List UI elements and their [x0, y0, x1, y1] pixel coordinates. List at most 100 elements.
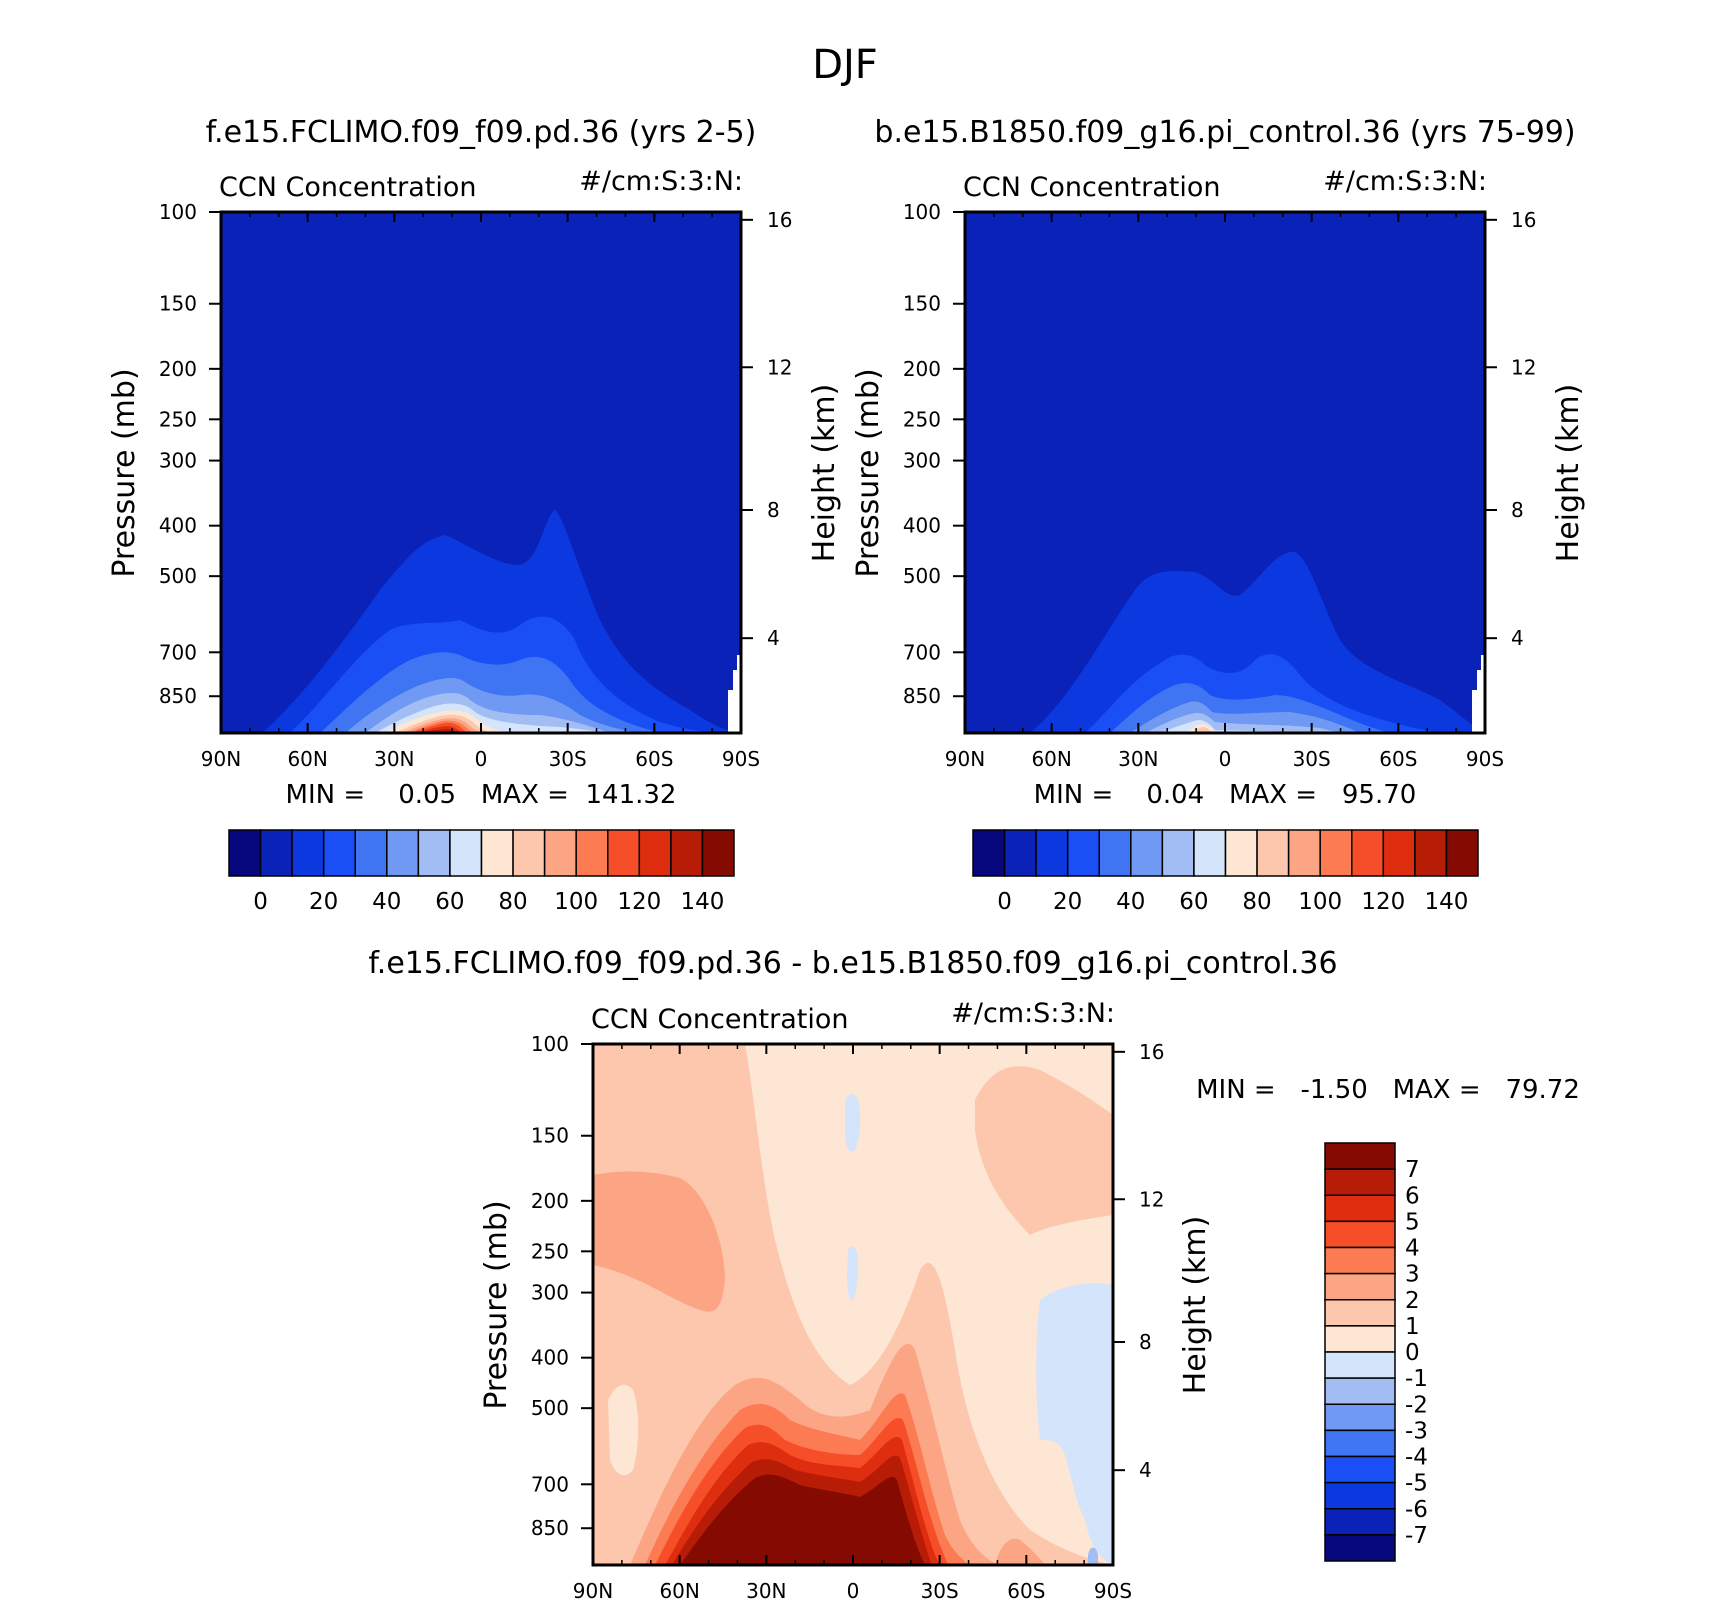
colorbar-swatch — [1324, 1455, 1396, 1484]
y-tick-label: 700 — [531, 1472, 569, 1496]
colorbar-swatch — [1003, 829, 1037, 877]
height-tick-label: 8 — [1139, 1330, 1152, 1354]
colorbar-swatch — [1224, 829, 1258, 877]
y-tick-label: 150 — [159, 292, 197, 316]
colorbar-label: 20 — [309, 889, 338, 915]
colorbar-label: 40 — [1116, 889, 1145, 915]
colorbar-swatch — [480, 829, 514, 877]
y-tick-label: 500 — [531, 1396, 569, 1420]
contour-diff-2c — [995, 1538, 1045, 1565]
colorbar-label: 100 — [554, 889, 598, 915]
x-tick-label: 90N — [201, 747, 241, 771]
y-tick-label: 300 — [159, 449, 197, 473]
panel-diff-minmax: MIN = -1.50 MAX = 79.72 — [1196, 1075, 1580, 1105]
colorbar-label: 3 — [1405, 1262, 1420, 1288]
panel-right-axes: 90N 60N 30N 0 30S 60S 90S 100 150 200 250 300 400 500… — [903, 200, 1537, 771]
colorbar-swatch — [1066, 829, 1100, 877]
colorbar-swatch — [291, 829, 325, 877]
x-tick-label: 0 — [847, 1579, 860, 1601]
x-tick-label: 90S — [1094, 1579, 1132, 1601]
colorbar-label: -6 — [1405, 1497, 1428, 1523]
panel-diff: f.e15.FCLIMO.f09_f09.pd.36 - b.e15.B1850… — [368, 946, 1579, 1601]
colorbar-swatch — [1324, 1534, 1396, 1562]
colorbar-label: -3 — [1405, 1418, 1428, 1444]
y-tick-label: 250 — [903, 407, 941, 431]
colorbar-swatch — [1287, 829, 1321, 877]
height-tick-label: 8 — [767, 498, 780, 522]
colorbar-swatch — [1098, 829, 1132, 877]
colorbar-label: 20 — [1053, 889, 1082, 915]
y-tick-label: 400 — [903, 514, 941, 538]
panel-left-ylabel: Pressure (mb) — [107, 368, 142, 577]
colorbar-swatch — [1324, 1246, 1396, 1275]
panel-left-minmax: MIN = 0.05 MAX = 141.32 — [286, 780, 677, 810]
x-tick-label: 90N — [573, 1579, 613, 1601]
panel-left-title: f.e15.FCLIMO.f09_f09.pd.36 (yrs 2-5) — [206, 115, 757, 150]
y-tick-label: 300 — [531, 1281, 569, 1305]
panel-left-axes: 90N 60N 30N 0 30S 60S 90S 100 150 200 250 300 400 500… — [159, 200, 793, 771]
y-tick-label: 850 — [903, 684, 941, 708]
x-tick-label: 0 — [475, 747, 488, 771]
colorbar-label: 80 — [1242, 889, 1271, 915]
colorbar-swatch — [228, 829, 262, 877]
colorbar-swatch — [1351, 829, 1385, 877]
colorbar-label: 7 — [1405, 1157, 1420, 1183]
panel-diff-ylabel-right: Height (km) — [1178, 1216, 1213, 1395]
colorbar-swatch — [1193, 829, 1227, 877]
x-tick-label: 60N — [1031, 747, 1071, 771]
y-tick-label: 400 — [531, 1346, 569, 1370]
colorbar-label: 100 — [1298, 889, 1342, 915]
contour-diff-neg-4 — [1088, 1547, 1098, 1565]
colorbar-label: 0 — [253, 889, 268, 915]
x-tick-label: 60S — [1379, 747, 1417, 771]
panel-left-field — [221, 212, 741, 733]
colorbar-swatch — [1382, 829, 1416, 877]
colorbar-swatch — [1324, 1429, 1396, 1458]
x-tick-label: 0 — [1219, 747, 1232, 771]
height-tick-label: 16 — [767, 208, 792, 232]
colorbar-label: 4 — [1405, 1236, 1420, 1262]
panel-right-ylabel-right: Height (km) — [1551, 384, 1586, 563]
panel-right-colorbar: 0 20 40 60 80 100 120 140 — [972, 829, 1479, 915]
panel-left-colorbar: 0 20 40 60 80 100 120 140 — [228, 829, 735, 915]
colorbar-swatch — [1324, 1194, 1396, 1223]
x-tick-label: 30N — [746, 1579, 786, 1601]
panel-diff-axes: 90N 60N 30N 0 30S 60S 90S 100 150 200 250 300 400 500… — [531, 1032, 1165, 1601]
colorbar-swatch — [638, 829, 672, 877]
panel-left-ylabel-right: Height (km) — [807, 384, 842, 563]
y-tick-label: 200 — [531, 1189, 569, 1213]
colorbar-label: 60 — [1179, 889, 1208, 915]
y-tick-label: 850 — [159, 684, 197, 708]
y-tick-label: 150 — [903, 292, 941, 316]
colorbar-swatch — [575, 829, 609, 877]
contour-diff-7 — [680, 1474, 925, 1565]
y-tick-label: 250 — [159, 407, 197, 431]
colorbar-label: -5 — [1405, 1471, 1428, 1497]
y-tick-label: 100 — [159, 200, 197, 224]
colorbar-swatch — [1324, 1272, 1396, 1301]
contour-diff-1b — [608, 1384, 639, 1476]
colorbar-label: 60 — [435, 889, 464, 915]
panel-right-ylabel: Pressure (mb) — [851, 368, 886, 577]
height-tick-label: 4 — [1139, 1458, 1152, 1482]
panel-left-variable: CCN Concentration — [219, 172, 477, 203]
y-tick-label: 150 — [531, 1124, 569, 1148]
colorbar-label: -1 — [1405, 1366, 1428, 1392]
colorbar-swatch — [1324, 1481, 1396, 1510]
colorbar-swatch — [607, 829, 641, 877]
height-tick-label: 4 — [1511, 626, 1524, 650]
y-tick-label: 250 — [531, 1239, 569, 1263]
panel-diff-units: #/cm:S:3:N: — [951, 998, 1115, 1029]
x-tick-label: 30S — [1293, 747, 1331, 771]
colorbar-swatch — [1324, 1220, 1396, 1249]
colorbar-swatch — [1324, 1377, 1396, 1405]
colorbar-label: -4 — [1405, 1445, 1428, 1471]
colorbar-swatch — [1161, 829, 1195, 877]
colorbar-label: 6 — [1405, 1183, 1420, 1209]
contour-diff-1c — [593, 1044, 694, 1087]
y-tick-label: 200 — [159, 357, 197, 381]
height-tick-label: 12 — [767, 355, 792, 379]
height-tick-label: 16 — [1511, 208, 1536, 232]
contour-diff-neg-3 — [847, 1246, 858, 1301]
